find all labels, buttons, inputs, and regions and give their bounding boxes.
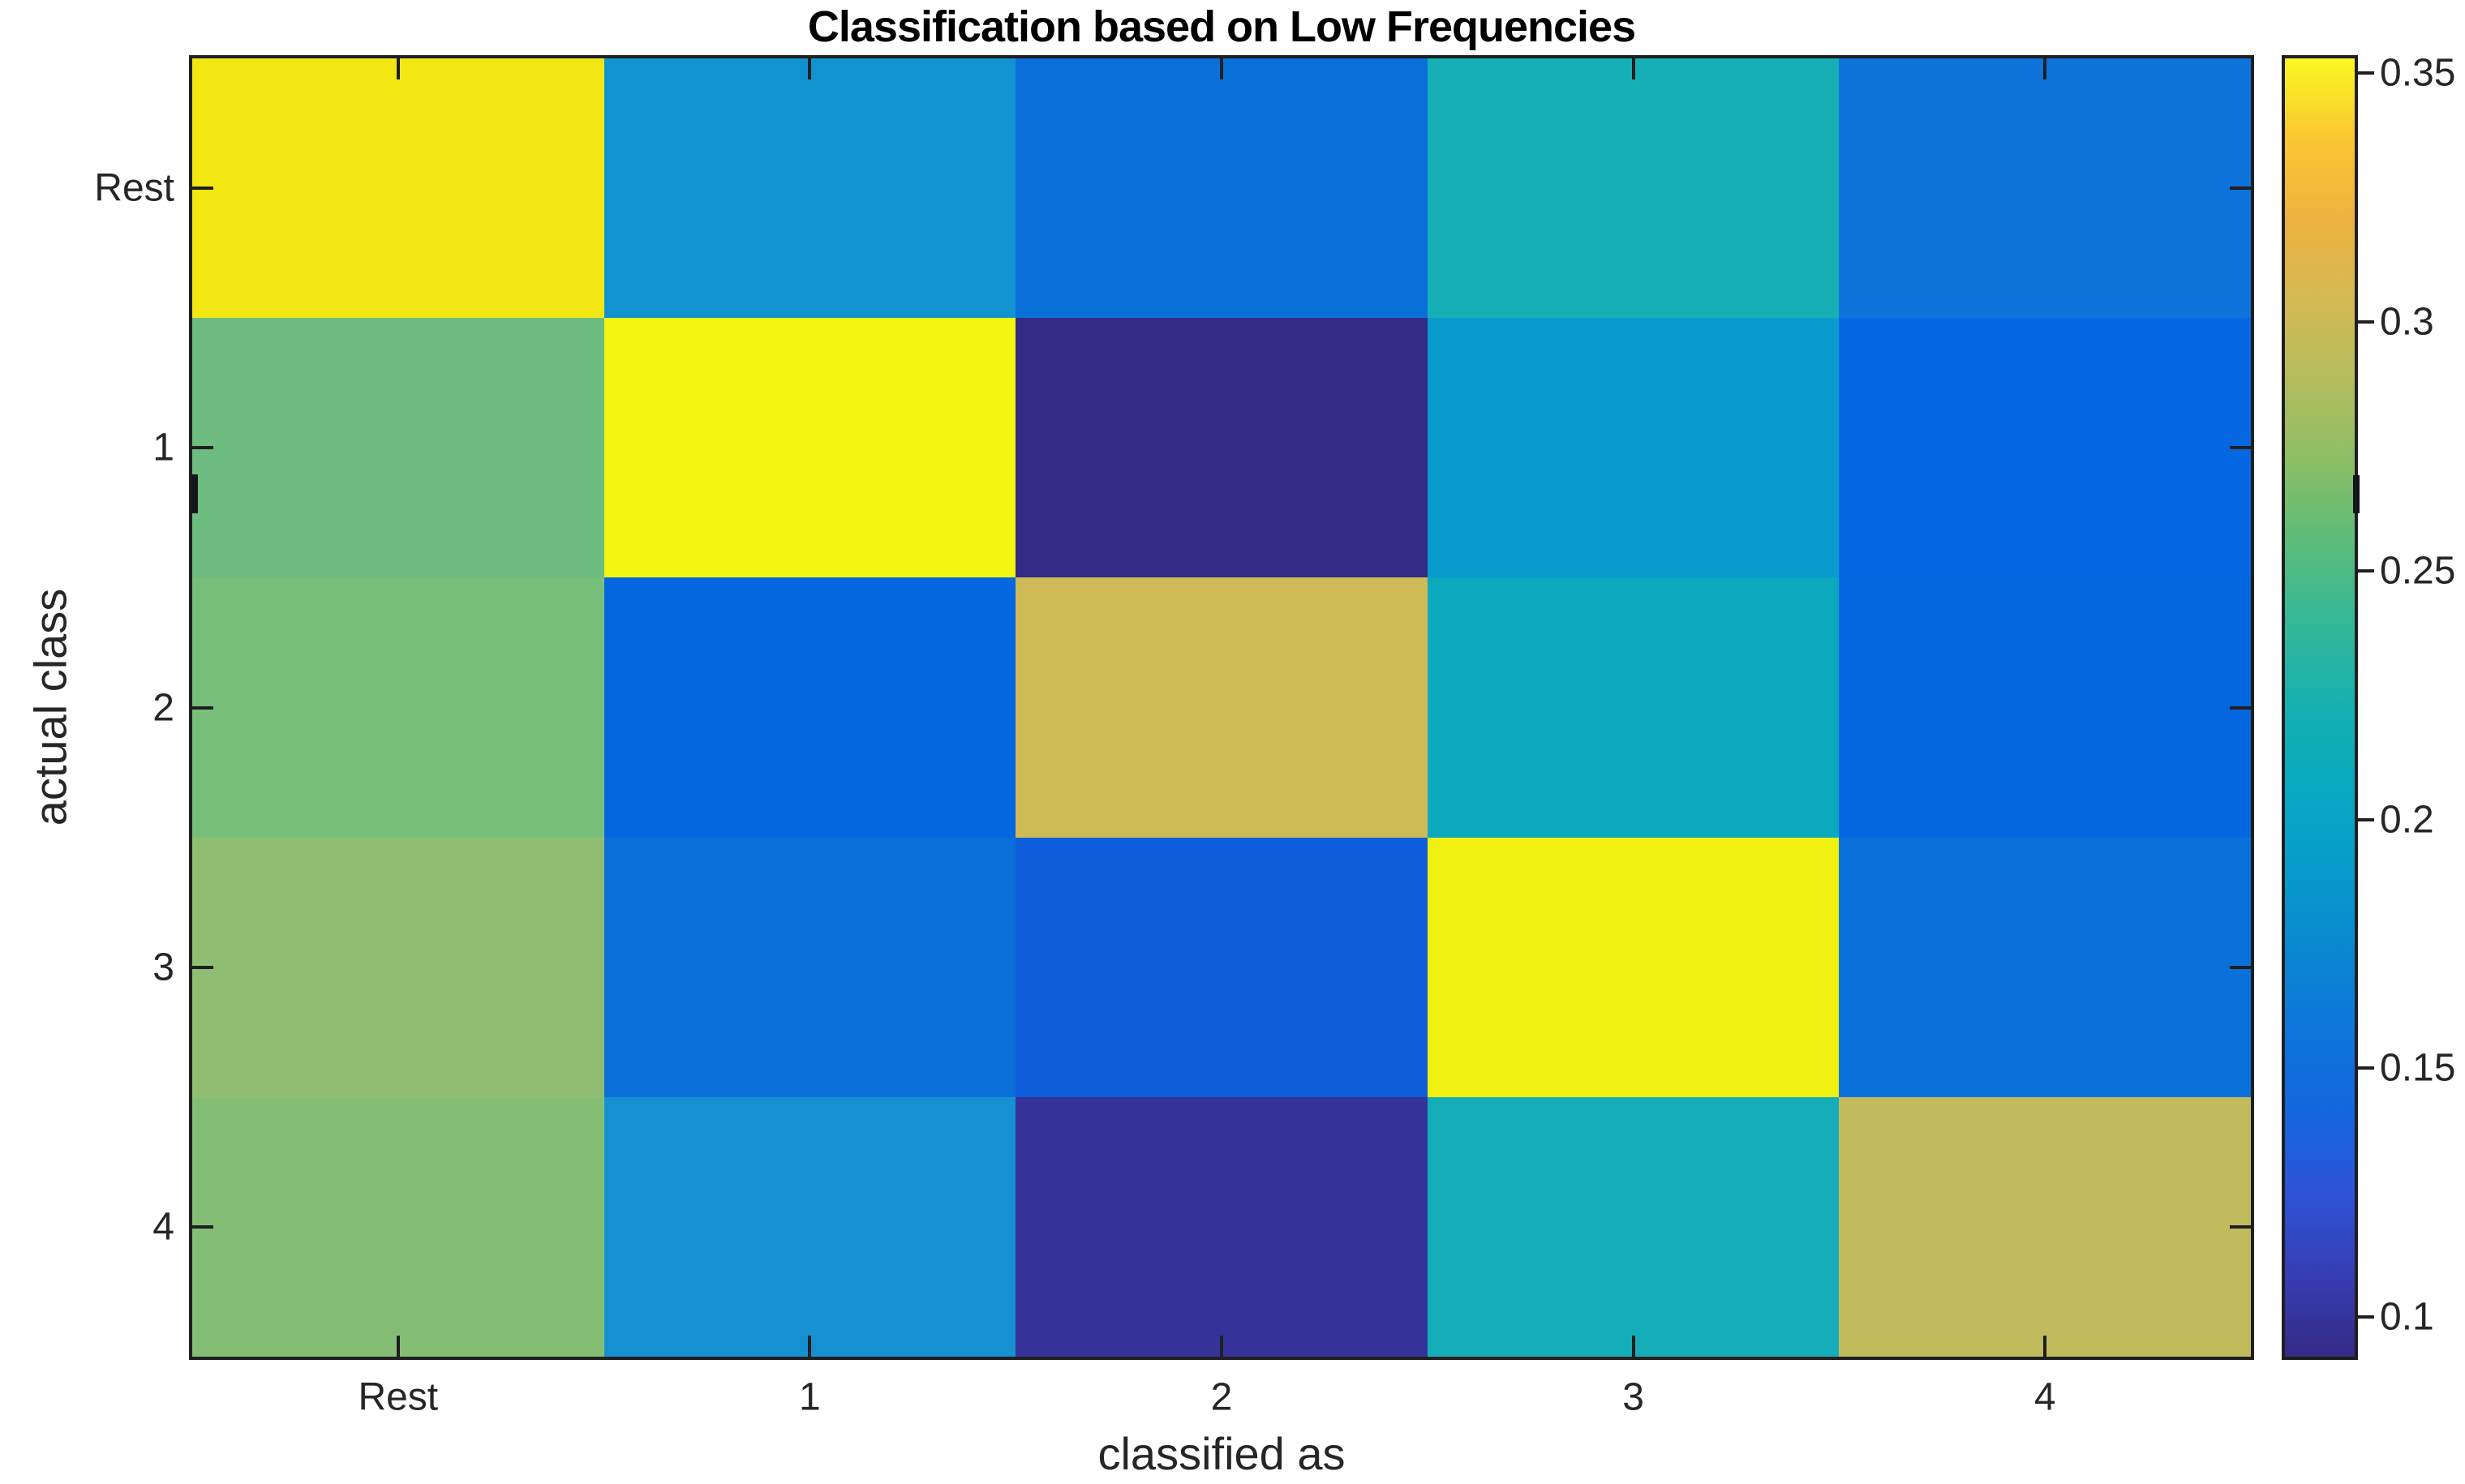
- heatmap-cell: [1839, 58, 2251, 319]
- heatmap-axes: [189, 55, 2254, 1360]
- colorbar-tick-label: 0.25: [2380, 549, 2456, 593]
- x-axis-label: classified as: [1097, 1428, 1346, 1479]
- y-axis-tick: [192, 187, 213, 191]
- x-tick-label: 1: [799, 1375, 821, 1419]
- x-axis-tick: [808, 58, 812, 79]
- y-axis-tick: [192, 706, 213, 710]
- x-axis-tick: [1631, 1336, 1635, 1357]
- x-axis-tick: [2043, 58, 2047, 79]
- heatmap-cell: [1016, 837, 1428, 1097]
- heatmap-cell: [603, 58, 1016, 319]
- stray-mark-right: [2353, 475, 2360, 513]
- stray-mark-left: [191, 474, 198, 513]
- colorbar-tick-label: 0.35: [2380, 51, 2456, 95]
- colorbar-tick: [2358, 817, 2374, 821]
- heatmap-cell: [603, 318, 1016, 578]
- y-tick-label: Rest: [94, 166, 174, 210]
- y-axis-tick: [2230, 965, 2251, 969]
- heatmap-cell: [1427, 837, 1840, 1097]
- y-axis-tick: [2230, 1225, 2251, 1229]
- heatmap-cell: [603, 577, 1016, 838]
- heatmap-cell: [1427, 318, 1840, 578]
- heatmap-cell: [1427, 58, 1840, 319]
- x-axis-tick: [2043, 1336, 2047, 1357]
- colorbar-tick: [2358, 1066, 2374, 1070]
- heatmap-grid: [192, 58, 2251, 1357]
- y-axis-tick: [2230, 187, 2251, 191]
- heatmap-cell: [1016, 1096, 1428, 1357]
- x-axis-tick: [1220, 58, 1223, 79]
- heatmap-cell: [1839, 577, 2251, 838]
- colorbar-tick-label: 0.3: [2380, 300, 2434, 344]
- heatmap-cell: [1839, 1096, 2251, 1357]
- heatmap-cell: [603, 837, 1016, 1097]
- heatmap-cell: [1839, 837, 2251, 1097]
- x-axis-tick: [396, 58, 400, 79]
- y-axis-tick: [192, 1225, 213, 1229]
- heatmap-cell: [192, 318, 604, 578]
- y-tick-label: 4: [152, 1205, 174, 1249]
- colorbar-tick-label: 0.15: [2380, 1046, 2456, 1090]
- x-tick-label: Rest: [358, 1375, 439, 1419]
- heatmap-cell: [603, 1096, 1016, 1357]
- colorbar-tick-label: 0.1: [2380, 1295, 2434, 1339]
- heatmap-cell: [1016, 318, 1428, 578]
- colorbar-tick: [2358, 71, 2374, 75]
- y-axis-tick: [192, 965, 213, 969]
- heatmap-cell: [192, 58, 604, 319]
- x-axis-tick: [1220, 1336, 1223, 1357]
- heatmap-cell: [1427, 577, 1840, 838]
- x-axis-tick: [1631, 58, 1635, 79]
- x-axis-tick: [808, 1336, 812, 1357]
- heatmap-cell: [1839, 318, 2251, 578]
- x-tick-label: 4: [2033, 1375, 2056, 1419]
- x-tick-label: 2: [1210, 1375, 1233, 1419]
- colorbar: [2282, 55, 2358, 1360]
- y-tick-label: 1: [152, 426, 174, 470]
- colorbar-tick: [2358, 320, 2374, 324]
- heatmap-cell: [1016, 577, 1428, 838]
- y-axis-tick: [192, 446, 213, 450]
- y-axis-tick: [2230, 706, 2251, 710]
- x-tick-label: 3: [1622, 1375, 1644, 1419]
- chart-title: Classification based on Low Frequencies: [807, 2, 1636, 51]
- heatmap-cell: [192, 1096, 604, 1357]
- heatmap-cell: [1016, 58, 1428, 319]
- colorbar-tick: [2358, 1315, 2374, 1319]
- y-axis-tick: [2230, 446, 2251, 450]
- heatmap-cell: [1427, 1096, 1840, 1357]
- y-tick-label: 2: [152, 686, 174, 729]
- colorbar-tick-label: 0.2: [2380, 798, 2434, 842]
- heatmap-cell: [192, 837, 604, 1097]
- y-tick-label: 3: [152, 946, 174, 989]
- colorbar-tick: [2358, 568, 2374, 573]
- x-axis-tick: [396, 1336, 400, 1357]
- heatmap-cell: [192, 577, 604, 838]
